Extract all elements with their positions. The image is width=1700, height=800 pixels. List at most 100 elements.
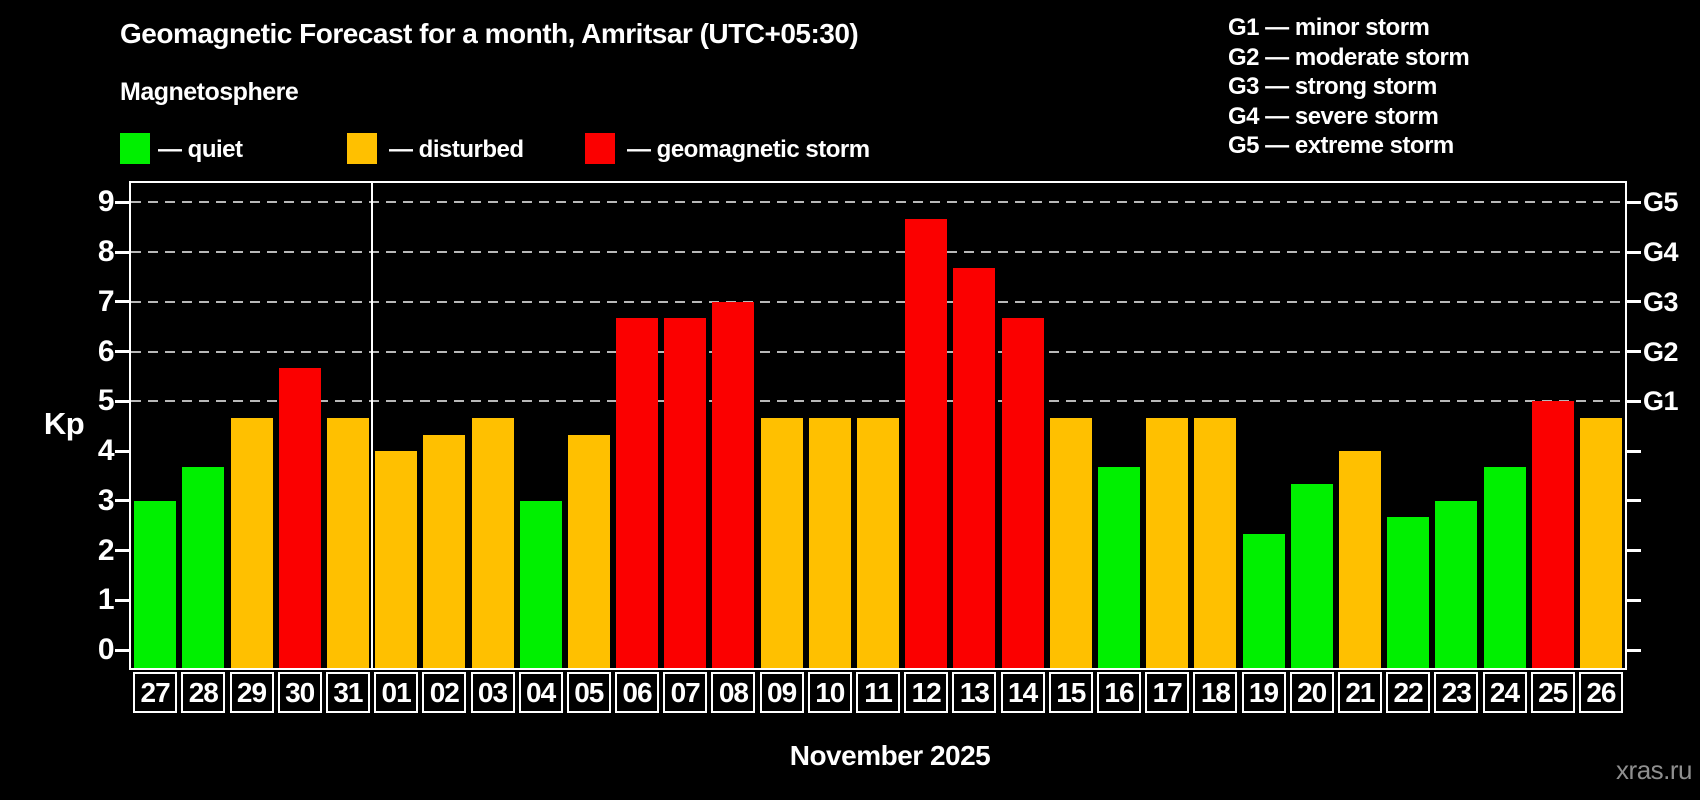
chart-subtitle: Magnetosphere: [120, 78, 299, 106]
kp-bar-day-05: [567, 434, 610, 668]
date-label-05: 05: [566, 672, 611, 713]
gridline-kp5: [131, 400, 1625, 403]
y-axis-tick-right-7: [1627, 300, 1641, 304]
date-label-12: 12: [904, 672, 949, 713]
y-axis-label-3: 3: [97, 483, 115, 517]
date-label-01: 01: [374, 672, 419, 713]
y-axis-tick-right-1: [1627, 598, 1641, 602]
storm-scale-item-g2: G2 — moderate storm: [1228, 43, 1470, 71]
date-label-31: 31: [325, 672, 370, 713]
date-label-07: 07: [663, 672, 708, 713]
date-label-04: 04: [518, 672, 563, 713]
y-axis-label-9: 9: [97, 185, 115, 219]
date-label-18: 18: [1193, 672, 1238, 713]
kp-bar-day-21: [1338, 451, 1381, 668]
date-label-13: 13: [952, 672, 997, 713]
y-axis-tick-right-8: [1627, 250, 1641, 254]
legend-label-storm: — geomagnetic storm: [627, 136, 870, 163]
kp-bar-day-20: [1290, 484, 1333, 668]
kp-bar-day-13: [953, 268, 996, 668]
x-axis-title: November 2025: [789, 740, 991, 771]
y-axis-label-4: 4: [97, 434, 115, 467]
g-scale-label-g3: G3: [1643, 286, 1679, 317]
y-axis-label-2: 2: [97, 533, 115, 567]
page-title: Geomagnetic Forecast for a month, Amrits…: [120, 18, 859, 49]
date-label-10: 10: [807, 672, 852, 713]
y-axis-tick-left-6: [115, 350, 129, 353]
date-label-14: 14: [1000, 672, 1045, 713]
date-label-09: 09: [759, 672, 804, 713]
date-label-29: 29: [229, 672, 274, 713]
y-axis-label-7: 7: [97, 284, 115, 318]
gridline-kp6: [131, 350, 1625, 353]
g-scale-label-g1: G1: [1643, 386, 1679, 417]
kp-bar-day-26: [1579, 417, 1622, 668]
kp-bar-day-04: [519, 500, 562, 668]
y-axis-label-0: 0: [97, 633, 115, 666]
kp-bar-day-15: [1049, 417, 1092, 668]
date-label-17: 17: [1145, 672, 1190, 713]
kp-bar-day-28: [182, 467, 225, 668]
kp-bar-day-18: [1194, 417, 1237, 668]
y-axis-tick-left-0: [115, 648, 129, 652]
storm-scale-item-g5: G5 — extreme storm: [1228, 132, 1454, 160]
kp-bar-day-22: [1387, 517, 1430, 668]
kp-bar-day-09: [760, 417, 803, 668]
gridline-kp8: [131, 251, 1625, 253]
disturbed-color-swatch-icon: [347, 133, 377, 164]
date-label-27: 27: [133, 672, 178, 713]
storm-color-swatch-icon: [585, 133, 615, 164]
date-label-22: 22: [1386, 672, 1431, 713]
kp-bar-day-02: [423, 434, 466, 668]
storm-scale-item-g4: G4 — severe storm: [1228, 102, 1439, 130]
date-label-21: 21: [1337, 672, 1382, 713]
legend-label-disturbed: — disturbed: [389, 136, 524, 163]
date-label-02: 02: [422, 672, 467, 713]
y-axis-tick-left-5: [115, 399, 129, 403]
kp-bar-day-29: [230, 417, 273, 668]
y-axis-title: Kp: [43, 406, 85, 441]
y-axis-tick-left-4: [115, 449, 129, 453]
kp-bar-day-19: [1242, 534, 1285, 668]
date-label-15: 15: [1048, 672, 1093, 713]
date-label-26: 26: [1578, 672, 1623, 713]
kp-bar-day-10: [808, 417, 851, 668]
y-axis-tick-right-9: [1627, 200, 1641, 204]
date-label-20: 20: [1289, 672, 1334, 713]
storm-scale-legend: G1 — minor storm G2 — moderate storm G3 …: [1228, 13, 1470, 161]
g-scale-label-g2: G2: [1643, 336, 1679, 367]
date-label-03: 03: [470, 672, 515, 713]
y-axis-tick-right-5: [1627, 399, 1641, 403]
y-axis-tick-right-0: [1627, 648, 1641, 652]
y-axis-label-1: 1: [97, 583, 115, 617]
gridline-kp7: [131, 300, 1625, 303]
plot-area: [131, 183, 1625, 668]
date-label-23: 23: [1434, 672, 1479, 713]
kp-bar-day-31: [326, 417, 369, 668]
kp-bar-day-14: [1001, 318, 1044, 668]
g-scale-label-g4: G4: [1643, 237, 1679, 267]
y-axis-label-8: 8: [97, 235, 115, 268]
kp-bar-day-16: [1098, 467, 1140, 668]
date-label-25: 25: [1530, 672, 1575, 713]
kp-bar-day-24: [1483, 467, 1526, 668]
kp-bar-day-01: [375, 451, 418, 668]
quiet-color-swatch-icon: [120, 133, 150, 164]
kp-bar-day-25: [1531, 401, 1574, 668]
kp-bar-day-08: [712, 301, 755, 668]
y-axis-label-6: 6: [97, 334, 115, 368]
date-label-11: 11: [856, 672, 900, 713]
y-axis-tick-right-6: [1627, 350, 1641, 353]
storm-scale-item-g3: G3 — strong storm: [1228, 73, 1437, 101]
y-axis-tick-left-9: [115, 200, 129, 204]
y-axis-tick-right-3: [1627, 499, 1641, 503]
date-label-19: 19: [1241, 672, 1286, 713]
date-label-24: 24: [1482, 672, 1527, 713]
date-label-30: 30: [277, 672, 322, 713]
storm-scale-item-g1: G1 — minor storm: [1228, 14, 1430, 41]
kp-bar-day-07: [664, 318, 707, 668]
kp-bar-day-03: [471, 417, 514, 668]
date-label-28: 28: [181, 672, 226, 713]
y-axis-tick-left-3: [115, 499, 129, 503]
